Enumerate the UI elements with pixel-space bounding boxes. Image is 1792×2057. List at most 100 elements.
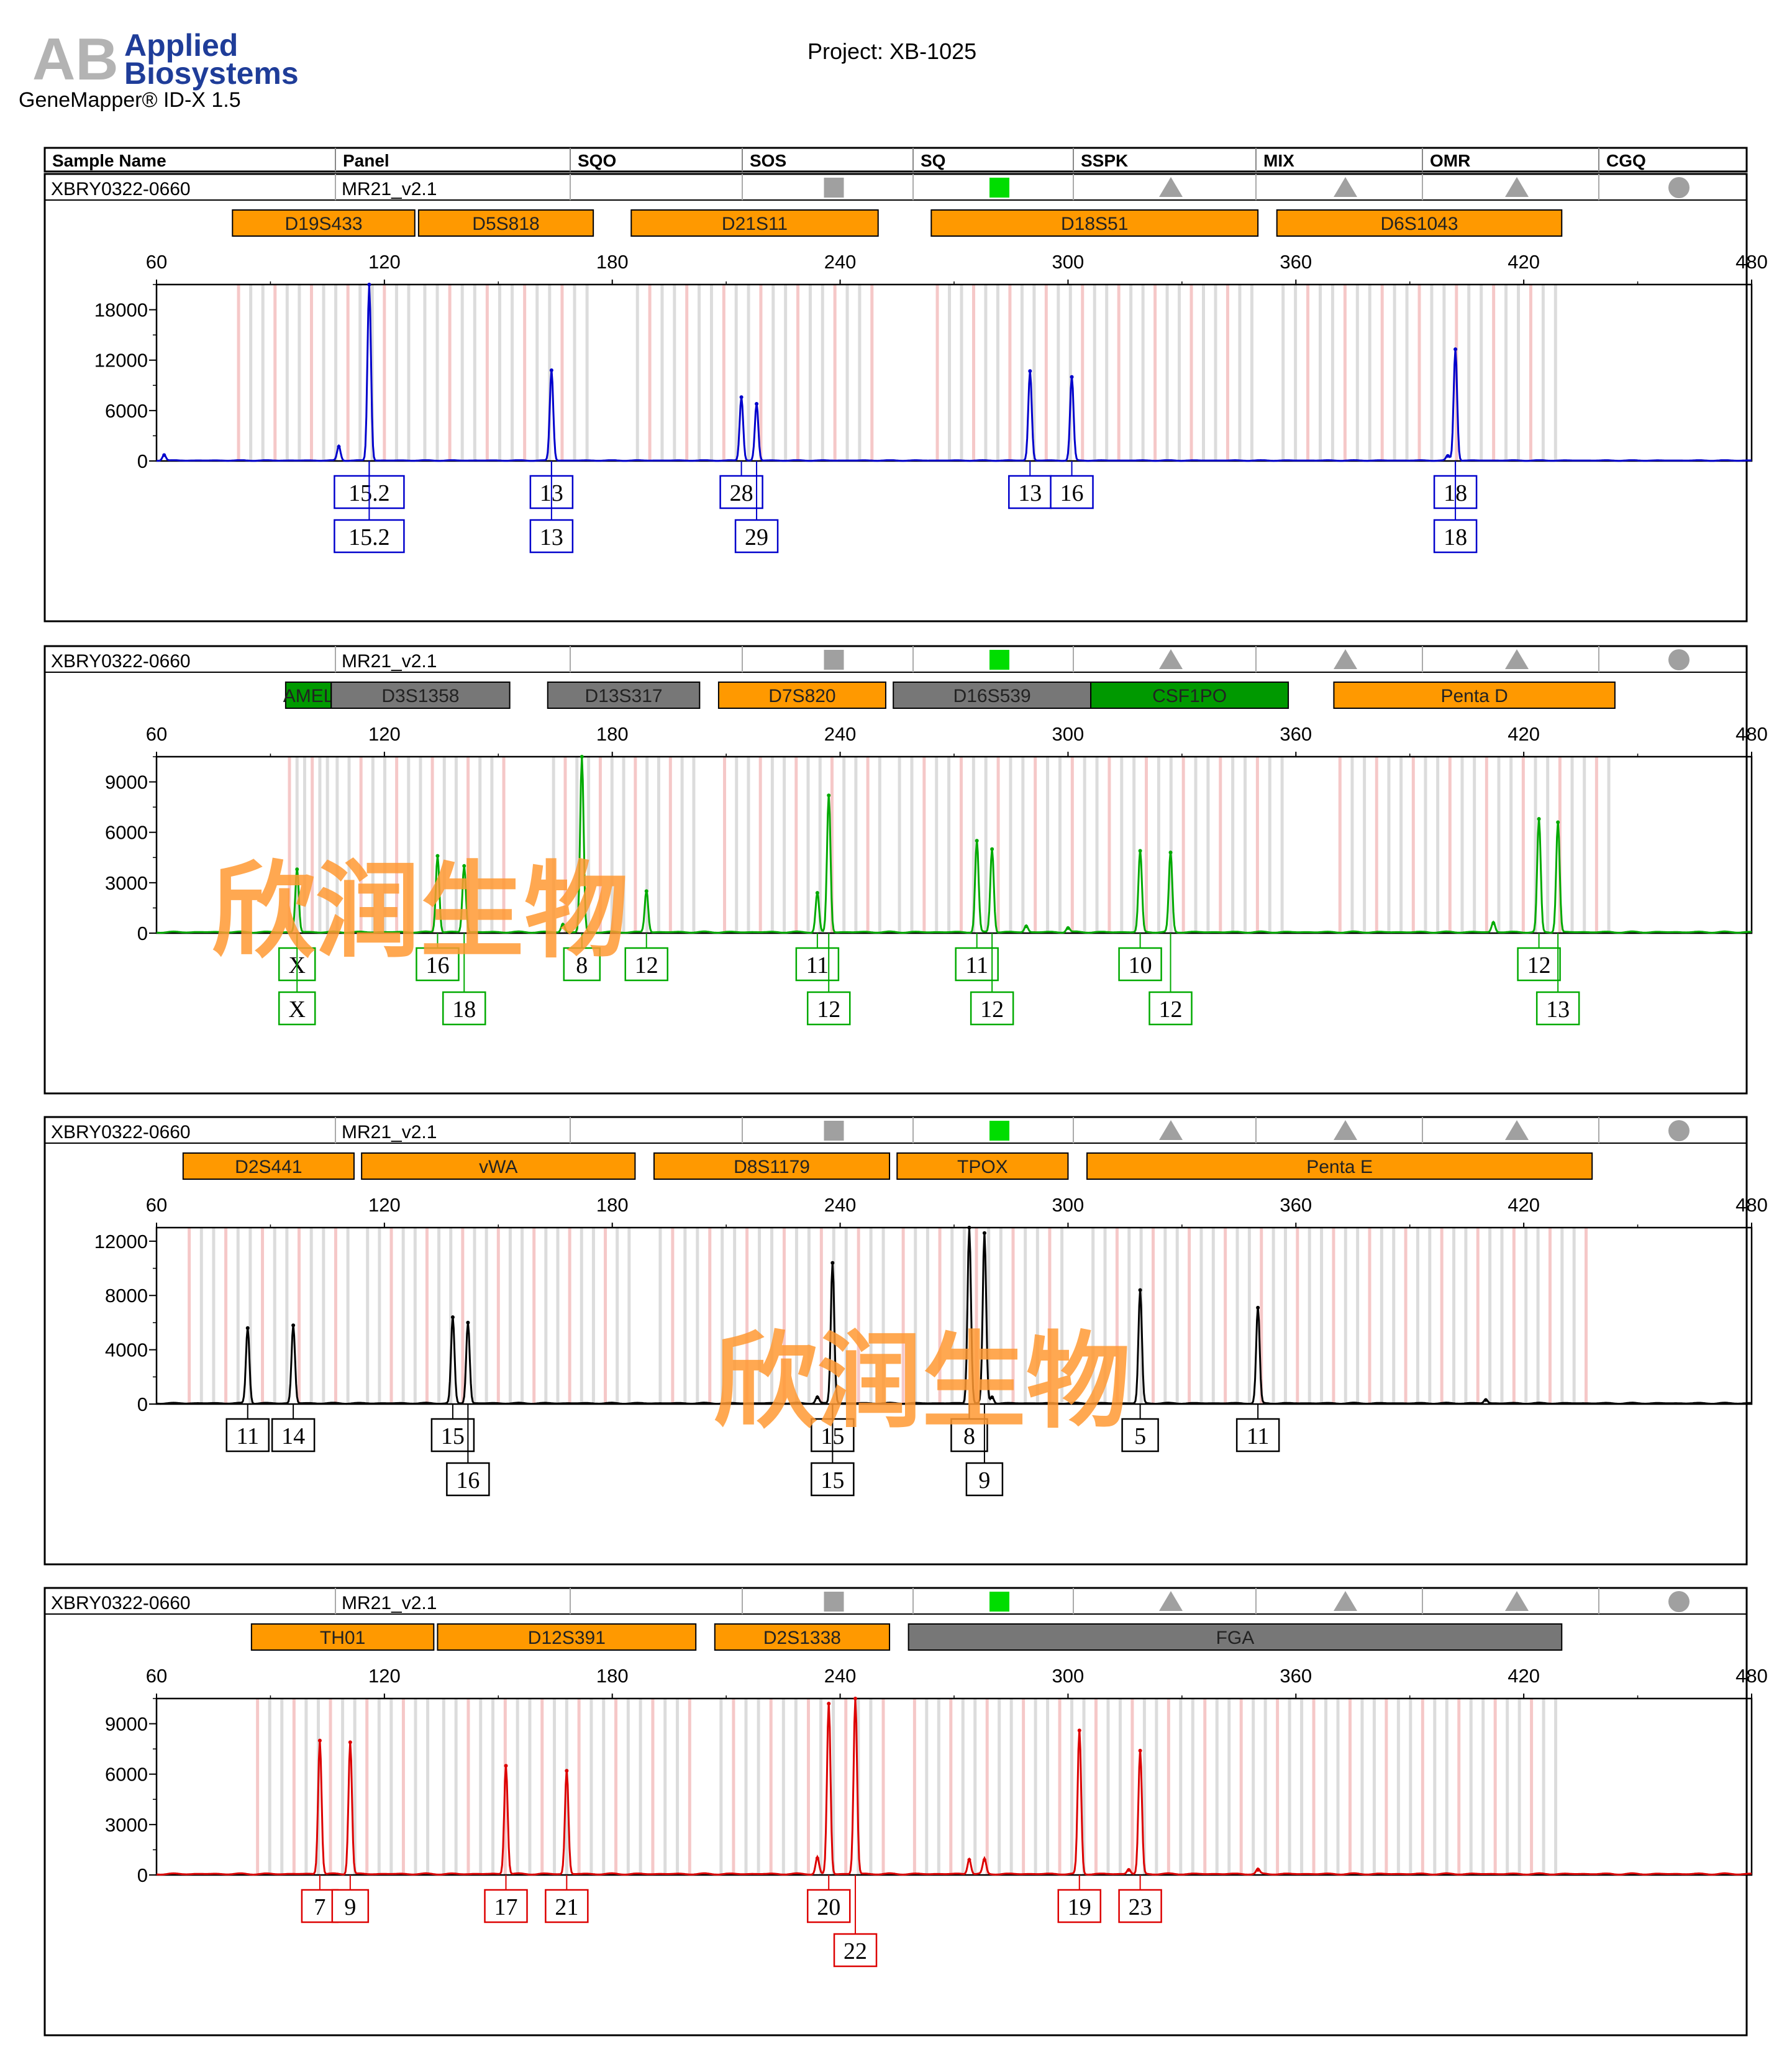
quality-mix-icon[interactable]	[1334, 649, 1357, 669]
peak[interactable]	[982, 1231, 986, 1235]
allele-call-box[interactable]	[806, 1889, 851, 1923]
marker-csf1po[interactable]	[1090, 682, 1289, 709]
quality-cgq-icon[interactable]	[1668, 1591, 1690, 1612]
allele-call-box[interactable]	[950, 1418, 988, 1453]
allele-call-box[interactable]	[430, 1418, 475, 1453]
allele-call-box[interactable]	[271, 1418, 316, 1453]
quality-sq-icon[interactable]	[989, 1121, 1009, 1141]
allele-call-box[interactable]	[446, 1462, 490, 1497]
quality-mix-icon[interactable]	[1334, 1120, 1357, 1140]
quality-sq-icon[interactable]	[989, 650, 1009, 670]
peak[interactable]	[462, 864, 466, 868]
allele-call-box[interactable]	[624, 947, 668, 982]
marker-d21s11[interactable]	[630, 209, 879, 237]
peak[interactable]	[827, 1702, 831, 1706]
peak[interactable]	[644, 889, 648, 893]
quality-sq-icon[interactable]	[989, 1592, 1009, 1612]
allele-call-box[interactable]	[1118, 1889, 1162, 1923]
allele-call-box[interactable]	[795, 947, 840, 982]
allele-call-box[interactable]	[529, 519, 574, 554]
marker-fga[interactable]	[907, 1623, 1563, 1651]
allele-call-box[interactable]	[331, 1889, 370, 1923]
marker-d7s820[interactable]	[717, 682, 886, 709]
peak[interactable]	[1138, 1748, 1142, 1753]
allele-call-box[interactable]	[1517, 947, 1561, 982]
marker-penta-e[interactable]	[1086, 1152, 1593, 1180]
quality-sos-icon[interactable]	[824, 1121, 844, 1141]
allele-call-box[interactable]	[811, 1462, 855, 1497]
peak[interactable]	[1537, 817, 1541, 821]
peak[interactable]	[565, 1769, 569, 1773]
peak[interactable]	[1138, 849, 1142, 853]
peak[interactable]	[1168, 851, 1173, 855]
peak[interactable]	[853, 1697, 858, 1700]
allele-call-box[interactable]	[1050, 475, 1094, 509]
marker-d13s317[interactable]	[547, 682, 701, 709]
allele-call-box[interactable]	[806, 991, 851, 1026]
header-sspk[interactable]: SSPK	[1081, 151, 1128, 170]
allele-call-box[interactable]	[416, 947, 460, 982]
allele-call-box[interactable]	[1057, 1889, 1102, 1923]
marker-d8s1179[interactable]	[653, 1152, 891, 1180]
allele-call-box[interactable]	[278, 991, 316, 1026]
allele-call-box[interactable]	[442, 991, 486, 1026]
peak[interactable]	[317, 1738, 322, 1743]
allele-call-box[interactable]	[225, 1418, 270, 1453]
marker-amel[interactable]	[284, 682, 332, 709]
header-sos[interactable]: SOS	[750, 151, 786, 170]
peak[interactable]	[504, 1764, 508, 1768]
peak[interactable]	[367, 283, 371, 286]
allele-call-box[interactable]	[955, 947, 999, 982]
marker-vwa[interactable]	[361, 1152, 636, 1180]
peak[interactable]	[1556, 820, 1560, 824]
allele-call-box[interactable]	[970, 991, 1014, 1026]
peak[interactable]	[1127, 1868, 1131, 1872]
peak[interactable]	[337, 445, 341, 449]
peak[interactable]	[561, 923, 565, 927]
quality-sq-icon[interactable]	[989, 178, 1009, 198]
peak[interactable]	[827, 793, 831, 798]
allele-call-box[interactable]	[563, 947, 601, 982]
allele-call-box[interactable]	[1433, 519, 1478, 554]
quality-omr-icon[interactable]	[1505, 1120, 1529, 1140]
peak[interactable]	[466, 1320, 470, 1325]
peak[interactable]	[295, 867, 299, 872]
peak[interactable]	[450, 1315, 455, 1320]
quality-sspk-icon[interactable]	[1159, 649, 1183, 669]
sample-name[interactable]: XBRY0322-0660	[51, 651, 191, 672]
marker-d3s1358[interactable]	[330, 682, 511, 709]
allele-call-box[interactable]	[334, 519, 405, 554]
sample-name[interactable]: XBRY0322-0660	[51, 1122, 191, 1143]
header-sqo[interactable]: SQO	[578, 151, 616, 170]
peak[interactable]	[1024, 924, 1029, 929]
peak[interactable]	[982, 1858, 986, 1862]
quality-sspk-icon[interactable]	[1159, 1120, 1183, 1140]
marker-penta-d[interactable]	[1333, 682, 1616, 709]
peak[interactable]	[580, 755, 584, 759]
quality-sspk-icon[interactable]	[1159, 177, 1183, 197]
allele-call-box[interactable]	[1118, 947, 1162, 982]
peak[interactable]	[815, 1856, 819, 1860]
quality-omr-icon[interactable]	[1505, 1591, 1529, 1611]
peak[interactable]	[348, 1740, 352, 1745]
allele-call-box[interactable]	[719, 475, 763, 509]
peak[interactable]	[245, 1326, 250, 1330]
peak[interactable]	[1491, 921, 1496, 925]
peak[interactable]	[1256, 1305, 1260, 1310]
header-mix[interactable]: MIX	[1263, 151, 1294, 170]
peak[interactable]	[990, 847, 994, 851]
quality-omr-icon[interactable]	[1505, 177, 1529, 197]
sample-name[interactable]: XBRY0322-0660	[51, 179, 191, 199]
peak[interactable]	[1070, 375, 1074, 379]
peak[interactable]	[1077, 1728, 1081, 1733]
quality-cgq-icon[interactable]	[1668, 177, 1690, 198]
peak[interactable]	[549, 368, 553, 372]
marker-d16s539[interactable]	[893, 682, 1092, 709]
peak[interactable]	[291, 1323, 296, 1328]
peak[interactable]	[815, 891, 819, 895]
peak[interactable]	[1484, 1398, 1488, 1402]
sample-name[interactable]: XBRY0322-0660	[51, 1593, 191, 1613]
quality-cgq-icon[interactable]	[1668, 649, 1690, 670]
peak[interactable]	[1453, 347, 1458, 352]
peak[interactable]	[1445, 454, 1450, 458]
